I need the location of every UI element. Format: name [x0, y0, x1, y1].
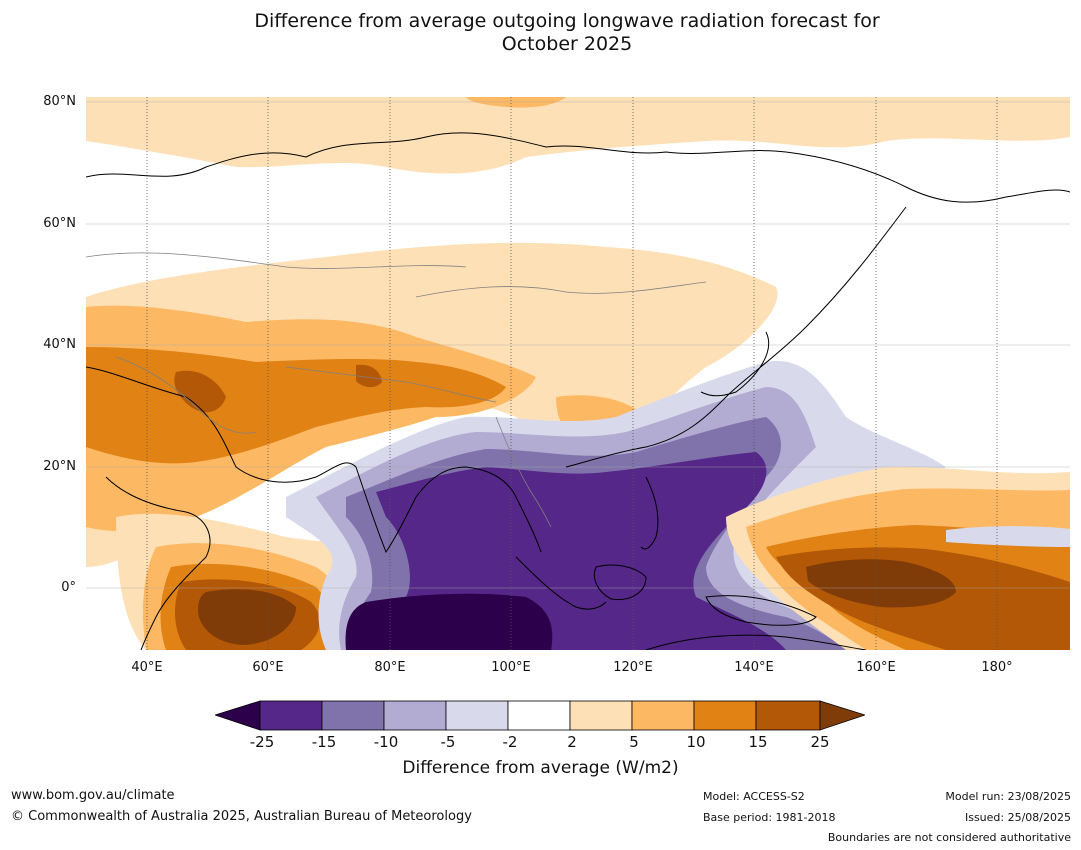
coastline-africa	[105, 476, 211, 650]
lon-label-40e: 40°E	[131, 660, 163, 675]
map-canvas	[86, 97, 1070, 650]
border-southeast-asia	[495, 416, 552, 528]
issued-date: Issued: 25/08/2025	[964, 811, 1071, 824]
map-title: Difference from average outgoing longwav…	[0, 10, 1081, 56]
colorbar-tick-5: 5	[629, 733, 639, 751]
lon-label-120e: 120°E	[613, 660, 653, 675]
colorbar-segment-9	[755, 700, 821, 731]
olr-anomaly-map	[86, 97, 1070, 650]
anomaly-west-pacific-extreme	[806, 559, 956, 608]
border-china-mongolia	[415, 281, 707, 298]
map-title-line1: Difference from average outgoing longwav…	[254, 10, 880, 32]
colorbar-tick-2: 2	[567, 733, 577, 751]
colorbar-segment-7	[631, 700, 695, 731]
colorbar-segment-2	[321, 700, 385, 731]
coastline-australia-north	[645, 634, 867, 650]
model-name: Model: ACCESS-S2	[703, 790, 805, 803]
anomaly-fields	[86, 97, 1070, 650]
country-borders	[86, 252, 707, 528]
anomaly-iran-very-strong	[174, 370, 226, 413]
colorbar-tick-25: 25	[810, 733, 830, 751]
colorbar-tick-minus-2: -2	[502, 733, 518, 751]
colorbar-segment-1	[259, 700, 323, 731]
anomaly-arctic-positive	[86, 97, 1070, 174]
border-himalaya	[285, 366, 497, 403]
lon-label-60e: 60°E	[252, 660, 284, 675]
copyright-notice: © Commonwealth of Australia 2025, Austra…	[11, 809, 472, 824]
colorbar-tick-minus-5: -5	[440, 733, 456, 751]
lon-label-180: 180°	[981, 660, 1013, 675]
anomaly-northwest-pacific-weak-negative	[946, 526, 1070, 547]
lat-label-60n: 60°N	[43, 216, 76, 231]
anomaly-tibet-very-strong	[356, 364, 382, 388]
colorbar-segment-above-max	[819, 700, 865, 731]
colorbar-segment-3	[383, 700, 447, 731]
model-run-date: Model run: 23/08/2025	[945, 790, 1071, 803]
coastline-new-guinea	[705, 595, 817, 626]
lat-label-20n: 20°N	[43, 459, 76, 474]
coastline-philippines	[640, 476, 659, 550]
lon-label-100e: 100°E	[491, 660, 531, 675]
colorbar	[215, 700, 865, 731]
coastlines	[86, 132, 1070, 650]
bom-website-link[interactable]: www.bom.gov.au/climate	[11, 788, 175, 803]
lat-label-equator: 0°	[61, 580, 76, 595]
meridians	[146, 97, 998, 650]
colorbar-tick-minus-15: -15	[311, 733, 337, 751]
parallels	[86, 101, 1070, 589]
lon-label-80e: 80°E	[374, 660, 406, 675]
coastline-arctic	[86, 132, 1070, 203]
lat-label-40n: 40°N	[43, 337, 76, 352]
colorbar-tick-15: 15	[748, 733, 768, 751]
colorbar-segment-4	[445, 700, 509, 731]
colorbar-tick-minus-25: -25	[249, 733, 275, 751]
lat-label-80n: 80°N	[43, 94, 76, 109]
coastline-borneo	[593, 564, 647, 601]
boundaries-disclaimer: Boundaries are not considered authoritat…	[827, 831, 1071, 844]
anomaly-west-indian-ocean-extreme	[198, 589, 296, 645]
border-russia-kazakhstan	[86, 252, 467, 269]
colorbar-segment-5	[507, 700, 571, 731]
coastline-east-asia	[565, 206, 907, 468]
lon-label-140e: 140°E	[734, 660, 774, 675]
graticule	[86, 97, 1070, 650]
colorbar-segment-8	[693, 700, 757, 731]
base-period: Base period: 1981-2018	[703, 811, 836, 824]
border-middle-east	[115, 356, 257, 434]
colorbar-segment-below-min	[215, 700, 261, 731]
colorbar-tick-minus-10: -10	[373, 733, 399, 751]
map-title-line2: October 2025	[501, 33, 633, 55]
coastline-sumatra	[515, 556, 607, 610]
colorbar-segment-6	[569, 700, 633, 731]
coastline-japan	[700, 331, 770, 397]
anomaly-sumatra-extreme-negative	[345, 593, 553, 650]
colorbar-label: Difference from average (W/m2)	[402, 758, 679, 778]
lon-label-160e: 160°E	[856, 660, 896, 675]
colorbar-tick-10: 10	[686, 733, 706, 751]
coastline-arabia-india	[86, 366, 542, 554]
